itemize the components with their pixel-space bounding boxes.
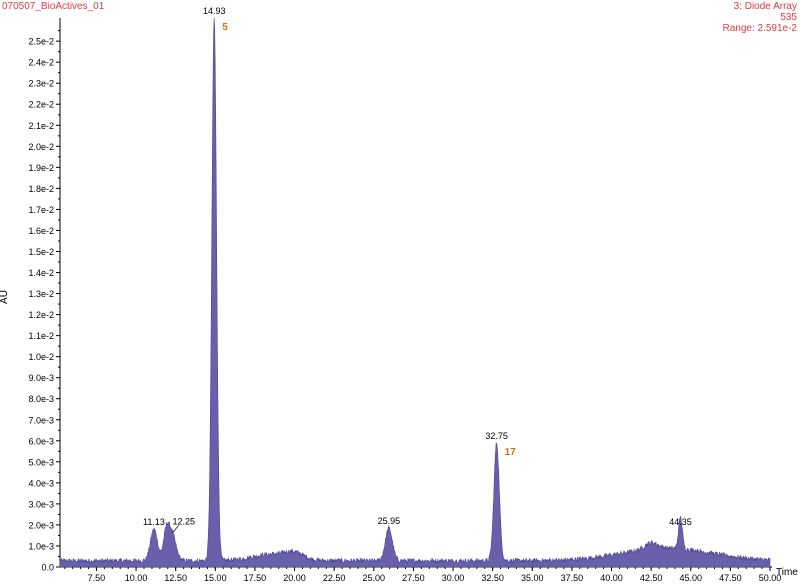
y-tick-label: 5.0e-3 [28,457,54,467]
x-tick-label: 12.50 [164,573,187,583]
x-tick-label: 42.50 [640,573,663,583]
x-axis-title: Time [776,567,798,578]
x-tick-label: 27.50 [402,573,425,583]
x-tick-label: 17.50 [244,573,267,583]
x-tick-label: 37.50 [561,573,584,583]
peak-number-label: 17 [505,447,517,458]
y-tick-label: 2.1e-2 [28,121,54,131]
y-axis-title: AU [0,290,10,304]
sample-name: 070507_BioActives_01 [2,1,105,12]
y-tick-label: 1.0e-2 [28,352,54,362]
y-tick-label: 1.5e-2 [28,247,54,257]
x-tick-label: 47.50 [719,573,742,583]
y-tick-label: 2.3e-2 [28,79,54,89]
y-tick-label: 1.1e-2 [28,331,54,341]
trace [59,17,771,568]
y-tick-label: 8.0e-3 [28,394,54,404]
y-tick-label: 1.0e-3 [28,541,54,551]
peak-time-label: 14.93 [203,6,226,16]
y-tick-label: 7.0e-3 [28,415,54,425]
x-tick-label: 22.50 [323,573,346,583]
y-tick-label: 2.0e-2 [28,142,54,152]
y-tick-label: 3.0e-3 [28,499,54,509]
x-tick-label: 40.00 [600,573,623,583]
y-tick-label: 2.0e-3 [28,520,54,530]
y-tick-label: 2.5e-2 [28,37,54,47]
peak-time-label: 44.35 [669,517,692,527]
y-tick-label: 1.6e-2 [28,226,54,236]
y-tick-label: 1.4e-2 [28,268,54,278]
y-tick-label: 4.0e-3 [28,478,54,488]
y-tick-label: 1.9e-2 [28,163,54,173]
x-tick-label: 45.00 [679,573,702,583]
peak-labels: 11.13 12.25 14.93 5 25.95 32.75 17 44.35 [143,6,692,533]
y-tick-label: 2.2e-2 [28,100,54,110]
y-tick-label: 0.0 [41,563,54,573]
y-tick-label: 9.0e-3 [28,373,54,383]
trace-area [59,17,771,568]
x-tick-label: 15.00 [204,573,227,583]
detector-label: 3: Diode Array [733,1,797,12]
x-tick-label: 20.00 [283,573,306,583]
channel-label: 535 [780,12,797,23]
x-tick-label: 35.00 [521,573,544,583]
x-tick-label: 10.00 [125,573,148,583]
y-tick-label: 1.2e-2 [28,310,54,320]
peak-time-label: 25.95 [378,516,401,526]
range-label: Range: 2.591e-2 [722,23,797,34]
y-axis: 0.0 1.0e-3 2.0e-3 3.0e-3 4.0e-3 5.0e-3 6.0e-3 7… [28,18,61,573]
x-tick-label: 7.50 [88,573,106,583]
y-tick-label: 1.8e-2 [28,184,54,194]
y-tick-label: 1.3e-2 [28,289,54,299]
x-tick-label: 32.50 [481,573,504,583]
x-tick-label: 50.00 [759,573,782,583]
peak-number-label: 5 [222,22,228,33]
peak-time-label: 11.13 [143,517,165,527]
x-axis: 7.50 10.00 12.50 15.00 17.50 20.00 22.50 25.00 2… [60,566,782,583]
peak-time-label: 32.75 [485,431,508,441]
y-tick-label: 2.4e-2 [28,58,54,68]
x-tick-label: 25.00 [363,573,386,583]
peak-time-label: 12.25 [172,516,195,526]
peak-leader-line [172,525,179,533]
y-tick-label: 1.7e-2 [28,205,54,215]
y-tick-label: 6.0e-3 [28,436,54,446]
x-tick-label: 30.00 [442,573,465,583]
